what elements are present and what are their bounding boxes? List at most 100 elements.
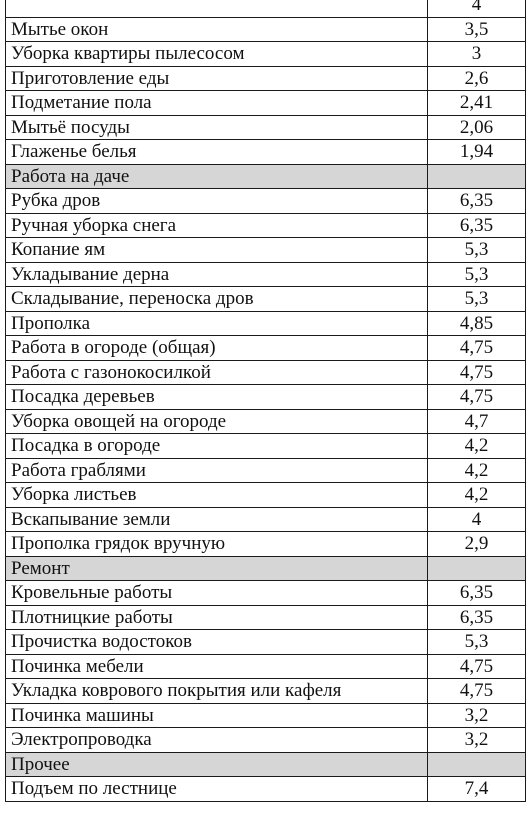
section-value-cell: [427, 163, 526, 189]
activity-value-cell: 3,2: [427, 727, 526, 753]
table-row: Приготовление еды 2,6: [5, 65, 526, 91]
table-row: Ручная уборка снега 6,35: [5, 212, 526, 238]
activity-value-cell: 4,75: [427, 359, 526, 385]
activity-value-cell: 3: [427, 41, 526, 67]
activity-name-cell: Уборка квартиры пылесосом: [5, 41, 428, 67]
table-row: Кровельные работы 6,35: [5, 580, 526, 606]
section-value-cell: [427, 555, 526, 581]
activity-table: 4 Мытье окон 3,5 Уборка квартиры пылесосом 3…: [5, 0, 526, 802]
table-row: Починка мебели 4,75: [5, 653, 526, 679]
table-row: Мытьё посуды 2,06: [5, 114, 526, 140]
activity-value-cell: 1,94: [427, 139, 526, 165]
activity-value-cell: 4,75: [427, 335, 526, 361]
activity-name-cell: Мытьё посуды: [5, 114, 428, 140]
table-row: Плотницкие работы 6,35: [5, 604, 526, 630]
activity-value-cell: 6,35: [427, 212, 526, 238]
activity-value-cell: 4,2: [427, 482, 526, 508]
activity-name-cell: Рубка дров: [5, 188, 428, 214]
table-row: Рубка дров 6,35: [5, 188, 526, 214]
activity-name-cell: Работа граблями: [5, 457, 428, 483]
activity-value-cell: 4,2: [427, 457, 526, 483]
table-row: Посадка в огороде 4,2: [5, 433, 526, 459]
activity-value-cell: 6,35: [427, 604, 526, 630]
activity-name-cell: Починка машины: [5, 702, 428, 728]
activity-name-cell: Мытье окон: [5, 16, 428, 42]
activity-name-cell: Подъем по лестнице: [5, 776, 428, 802]
activity-value-cell: 2,06: [427, 114, 526, 140]
activity-value-cell: 4: [427, 0, 526, 18]
activity-name-cell: Посадка деревьев: [5, 384, 428, 410]
activity-value-cell: 5,3: [427, 629, 526, 655]
table-row: 4: [5, 0, 526, 18]
activity-value-cell: 4,85: [427, 310, 526, 336]
activity-value-cell: 3,5: [427, 16, 526, 42]
activity-name-cell: Глаженье белья: [5, 139, 428, 165]
table-row: Мытье окон 3,5: [5, 16, 526, 42]
activity-value-cell: 4,75: [427, 384, 526, 410]
activity-table-body: 4 Мытье окон 3,5 Уборка квартиры пылесосом 3…: [5, 0, 526, 802]
activity-name-cell: Уборка овощей на огороде: [5, 408, 428, 434]
activity-name-cell: Уборка листьев: [5, 482, 428, 508]
activity-name-cell: Подметание пола: [5, 90, 428, 116]
activity-value-cell: 4,75: [427, 678, 526, 704]
activity-value-cell: 4,2: [427, 433, 526, 459]
activity-name-cell: Плотницкие работы: [5, 604, 428, 630]
activity-name-cell: Кровельные работы: [5, 580, 428, 606]
activity-name-cell: Электропроводка: [5, 727, 428, 753]
section-value-cell: [427, 751, 526, 777]
table-row: Укладка коврового покрытия или кафеля 4,7…: [5, 678, 526, 704]
section-header-row: Работа на даче: [5, 163, 526, 189]
table-row: Работа в огороде (общая) 4,75: [5, 335, 526, 361]
table-row: Копание ям 5,3: [5, 237, 526, 263]
table-row: Прочистка водостоков 5,3: [5, 629, 526, 655]
activity-value-cell: 4,7: [427, 408, 526, 434]
table-row: Починка машины 3,2: [5, 702, 526, 728]
table-row: Работа с газонокосилкой 4,75: [5, 359, 526, 385]
table-row: Вскапывание земли 4: [5, 506, 526, 532]
activity-value-cell: 4,75: [427, 653, 526, 679]
activity-name-cell: Укладка коврового покрытия или кафеля: [5, 678, 428, 704]
table-row: Уборка листьев 4,2: [5, 482, 526, 508]
activity-name-cell: Приготовление еды: [5, 65, 428, 91]
activity-name-cell: Вскапывание земли: [5, 506, 428, 532]
activity-value-cell: 2,6: [427, 65, 526, 91]
table-row: Подметание пола 2,41: [5, 90, 526, 116]
table-row: Электропроводка 3,2: [5, 727, 526, 753]
table-row: Складывание, переноска дров 5,3: [5, 286, 526, 312]
table-row: Работа граблями 4,2: [5, 457, 526, 483]
activity-name-cell: Работа в огороде (общая): [5, 335, 428, 361]
activity-name-cell: [5, 0, 428, 18]
activity-value-cell: 6,35: [427, 188, 526, 214]
section-header-row: Ремонт: [5, 555, 526, 581]
section-title: Прочее: [5, 751, 428, 777]
activity-value-cell: 5,3: [427, 237, 526, 263]
activity-value-cell: 2,41: [427, 90, 526, 116]
activity-name-cell: Прополка: [5, 310, 428, 336]
table-row: Подъем по лестнице 7,4: [5, 776, 526, 802]
section-header-row: Прочее: [5, 751, 526, 777]
activity-name-cell: Укладывание дерна: [5, 261, 428, 287]
table-row: Уборка квартиры пылесосом 3: [5, 41, 526, 67]
activity-table-container: 4 Мытье окон 3,5 Уборка квартиры пылесосом 3…: [5, 0, 526, 802]
table-row: Уборка овощей на огороде 4,7: [5, 408, 526, 434]
table-row: Прополка грядок вручную 2,9: [5, 531, 526, 557]
table-row: Глаженье белья 1,94: [5, 139, 526, 165]
activity-value-cell: 3,2: [427, 702, 526, 728]
activity-value-cell: 4: [427, 506, 526, 532]
activity-name-cell: Ручная уборка снега: [5, 212, 428, 238]
activity-value-cell: 5,3: [427, 286, 526, 312]
table-row: Прополка 4,85: [5, 310, 526, 336]
activity-value-cell: 5,3: [427, 261, 526, 287]
activity-name-cell: Складывание, переноска дров: [5, 286, 428, 312]
table-row: Посадка деревьев 4,75: [5, 384, 526, 410]
section-title: Ремонт: [5, 555, 428, 581]
activity-name-cell: Прополка грядок вручную: [5, 531, 428, 557]
activity-value-cell: 7,4: [427, 776, 526, 802]
activity-name-cell: Работа с газонокосилкой: [5, 359, 428, 385]
activity-name-cell: Починка мебели: [5, 653, 428, 679]
section-title: Работа на даче: [5, 163, 428, 189]
activity-name-cell: Посадка в огороде: [5, 433, 428, 459]
table-row: Укладывание дерна 5,3: [5, 261, 526, 287]
activity-name-cell: Прочистка водостоков: [5, 629, 428, 655]
activity-name-cell: Копание ям: [5, 237, 428, 263]
